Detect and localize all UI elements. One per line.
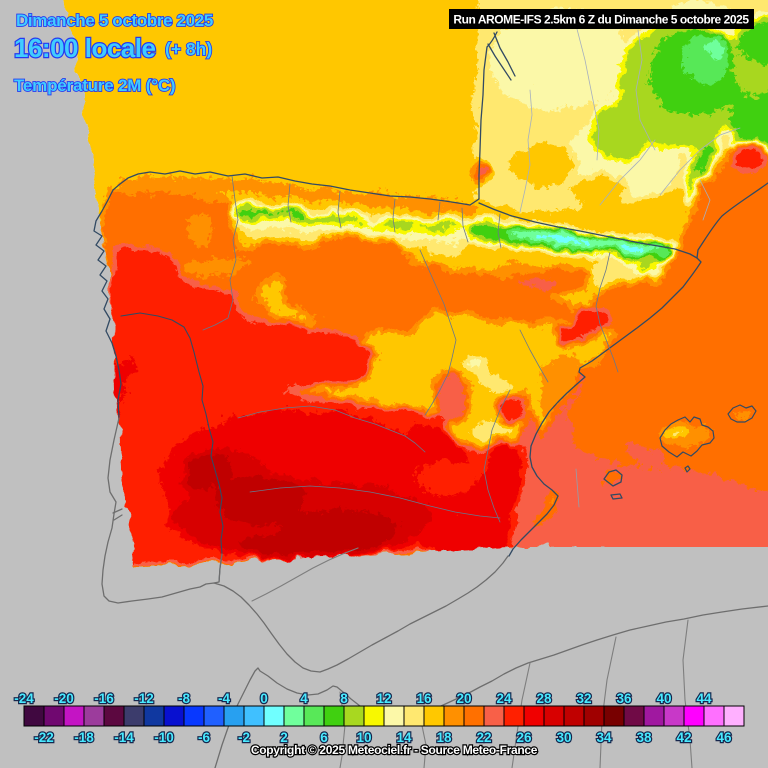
svg-text:Copyright © 2025 Meteociel.fr: Copyright © 2025 Meteociel.fr - Source M… xyxy=(251,743,538,757)
svg-text:8: 8 xyxy=(340,691,348,706)
svg-text:22: 22 xyxy=(476,730,491,745)
svg-text:46: 46 xyxy=(716,730,732,745)
svg-text:4: 4 xyxy=(300,691,308,706)
svg-text:-16: -16 xyxy=(94,691,114,706)
svg-text:36: 36 xyxy=(616,691,632,706)
svg-text:-24: -24 xyxy=(14,691,34,706)
svg-text:10: 10 xyxy=(356,730,371,745)
svg-text:Température 2M (°C): Température 2M (°C) xyxy=(14,76,175,95)
svg-text:-10: -10 xyxy=(154,730,174,745)
svg-text:24: 24 xyxy=(496,691,512,706)
svg-text:(+ 8h): (+ 8h) xyxy=(165,39,212,59)
svg-text:-12: -12 xyxy=(134,691,154,706)
svg-text:42: 42 xyxy=(676,730,691,745)
svg-text:Run AROME-IFS 2.5km 6 Z du Dim: Run AROME-IFS 2.5km 6 Z du Dimanche 5 oc… xyxy=(453,13,749,27)
svg-text:0: 0 xyxy=(260,691,268,706)
svg-text:-2: -2 xyxy=(238,730,250,745)
svg-text:-6: -6 xyxy=(198,730,210,745)
svg-text:2: 2 xyxy=(280,730,288,745)
svg-text:6: 6 xyxy=(320,730,328,745)
svg-text:16: 16 xyxy=(416,691,432,706)
svg-text:34: 34 xyxy=(596,730,612,745)
svg-text:-20: -20 xyxy=(54,691,74,706)
svg-text:-4: -4 xyxy=(218,691,230,706)
svg-text:18: 18 xyxy=(436,730,452,745)
svg-text:40: 40 xyxy=(656,691,671,706)
svg-text:32: 32 xyxy=(576,691,591,706)
svg-text:-8: -8 xyxy=(178,691,190,706)
svg-text:Dimanche 5 octobre 2025: Dimanche 5 octobre 2025 xyxy=(16,11,213,30)
svg-text:12: 12 xyxy=(376,691,391,706)
svg-text:-18: -18 xyxy=(74,730,94,745)
svg-text:14: 14 xyxy=(396,730,412,745)
svg-text:16:00 locale: 16:00 locale xyxy=(14,33,155,63)
svg-text:-14: -14 xyxy=(114,730,134,745)
svg-text:38: 38 xyxy=(636,730,652,745)
svg-text:30: 30 xyxy=(556,730,571,745)
svg-text:26: 26 xyxy=(516,730,532,745)
svg-text:28: 28 xyxy=(536,691,552,706)
svg-text:20: 20 xyxy=(456,691,471,706)
svg-text:-22: -22 xyxy=(34,730,54,745)
svg-text:44: 44 xyxy=(696,691,712,706)
